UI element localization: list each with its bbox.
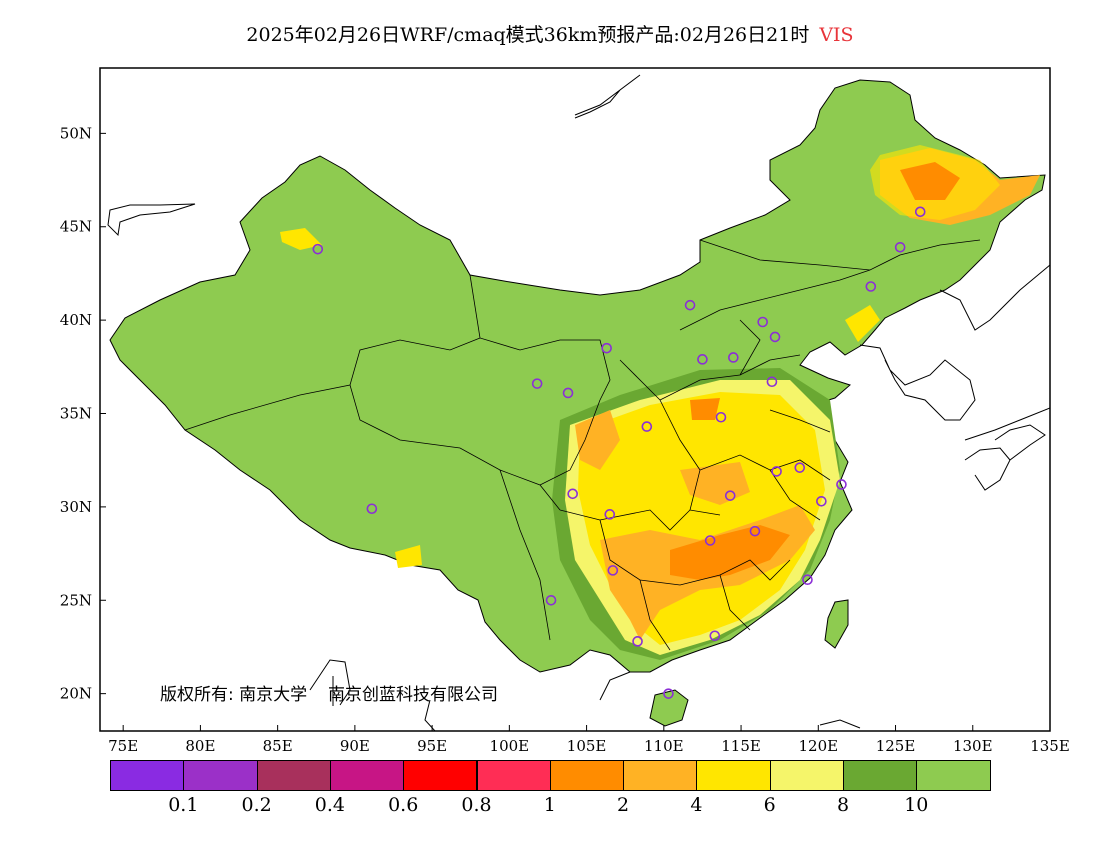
map-border bbox=[99, 67, 1051, 732]
station-marker bbox=[914, 206, 926, 218]
station-marker bbox=[865, 281, 877, 292]
title-main: 2025年02月26日WRF/cmaq模式36km预报产品:02月26日21时 bbox=[246, 24, 810, 46]
station-marker bbox=[715, 411, 727, 423]
station-marker bbox=[766, 376, 778, 388]
legend-swatch bbox=[403, 760, 478, 791]
station-marker bbox=[601, 342, 612, 354]
copyright-org2: 南京创蓝科技有限公司 bbox=[327, 685, 498, 705]
legend-label: 8 bbox=[836, 794, 850, 816]
legend-label: 4 bbox=[690, 794, 703, 816]
station-marker bbox=[531, 378, 543, 389]
land-hainan bbox=[649, 689, 689, 727]
station-marker bbox=[607, 565, 619, 576]
lat-tick-label: 25N bbox=[60, 591, 92, 609]
station-markers bbox=[312, 206, 926, 699]
station-marker bbox=[366, 503, 378, 515]
station-marker bbox=[794, 462, 806, 473]
lon-tick-label: 75E bbox=[108, 737, 138, 755]
legend-swatch bbox=[329, 760, 405, 791]
copyright-org1: 南京大学 bbox=[239, 685, 308, 705]
legend-label: 10 bbox=[904, 794, 929, 816]
lat-tick-label: 30N bbox=[60, 498, 92, 516]
lon-tick-label: 85E bbox=[263, 737, 293, 755]
station-marker bbox=[562, 387, 574, 399]
station-marker bbox=[567, 488, 578, 500]
lat-tick-label: 40N bbox=[60, 311, 92, 329]
map-title: 2025年02月26日WRF/cmaq模式36km预报产品:02月26日21时 V… bbox=[0, 20, 1100, 47]
lon-tick-label: 135E bbox=[1030, 737, 1070, 755]
copyright-text: 版权所有: 南京大学 南京创蓝科技有限公司 bbox=[160, 680, 498, 705]
neighbor-coastlines bbox=[107, 74, 1050, 731]
map-content bbox=[107, 74, 1050, 731]
lat-tick-label: 50N bbox=[60, 124, 92, 142]
lon-tick-label: 80E bbox=[185, 737, 215, 755]
legend-swatch bbox=[623, 760, 698, 791]
station-marker bbox=[771, 466, 782, 477]
lon-tick-label: 115E bbox=[721, 737, 761, 755]
lon-tick-label: 125E bbox=[876, 737, 916, 755]
title-variable: VIS bbox=[819, 24, 854, 46]
legend-swatch bbox=[843, 760, 918, 791]
legend-label: 0.2 bbox=[241, 794, 272, 816]
lat-tick-label: 35N bbox=[60, 405, 92, 423]
province-boundaries bbox=[184, 239, 981, 651]
station-marker bbox=[728, 352, 739, 363]
station-marker bbox=[604, 509, 616, 520]
copyright-prefix: 版权所有: bbox=[160, 685, 234, 705]
legend-label: 0.6 bbox=[388, 794, 419, 816]
legend-swatch bbox=[769, 760, 844, 791]
visibility-shading bbox=[280, 145, 1040, 660]
legend-swatch bbox=[256, 760, 331, 791]
lon-tick-label: 95E bbox=[417, 737, 447, 755]
legend-label: 0.4 bbox=[314, 794, 345, 816]
station-marker bbox=[894, 241, 906, 253]
lat-tick-label: 20N bbox=[60, 685, 92, 703]
longitude-axis: 75E 80E 85E 90E 95E 100E 105E 110E 115E 120E 125E 1… bbox=[108, 725, 1070, 755]
legend-label: 1 bbox=[543, 794, 556, 816]
station-marker bbox=[802, 574, 813, 586]
station-marker bbox=[312, 243, 324, 255]
land-taiwan bbox=[824, 599, 849, 649]
lat-tick-label: 45N bbox=[60, 218, 92, 236]
map-frame: 75E 80E 85E 90E 95E 100E 105E 110E 115E 120E 125E 1… bbox=[60, 67, 1070, 755]
legend-label: 0.1 bbox=[168, 794, 199, 816]
station-marker bbox=[769, 331, 781, 343]
station-marker bbox=[663, 688, 674, 699]
station-marker bbox=[724, 490, 736, 501]
lon-tick-label: 100E bbox=[490, 737, 530, 755]
latitude-axis: 20N 25N 30N 35N 40N 45N 50N bbox=[60, 124, 106, 703]
lon-tick-label: 105E bbox=[567, 737, 607, 755]
station-marker bbox=[632, 636, 643, 647]
legend-label: 0.8 bbox=[461, 794, 492, 816]
station-marker bbox=[836, 479, 847, 490]
lon-tick-label: 90E bbox=[340, 737, 370, 755]
station-marker bbox=[757, 316, 768, 328]
station-marker bbox=[684, 299, 696, 311]
lon-tick-label: 110E bbox=[644, 737, 684, 755]
lon-tick-label: 120E bbox=[798, 737, 838, 755]
station-marker bbox=[641, 421, 653, 432]
station-marker bbox=[697, 354, 708, 365]
station-marker bbox=[709, 630, 721, 642]
legend-swatch bbox=[696, 760, 771, 791]
station-marker bbox=[545, 594, 557, 606]
legend-swatch bbox=[476, 760, 551, 791]
station-marker bbox=[749, 525, 761, 537]
station-marker bbox=[816, 495, 827, 507]
legend-label: 6 bbox=[763, 794, 776, 816]
legend-swatch bbox=[183, 760, 258, 791]
station-marker bbox=[704, 535, 716, 546]
legend-swatch bbox=[916, 760, 991, 791]
legend-swatch bbox=[549, 760, 625, 791]
legend-label: 2 bbox=[617, 794, 630, 816]
lon-tick-label: 130E bbox=[953, 737, 993, 755]
legend-swatch bbox=[110, 760, 185, 791]
